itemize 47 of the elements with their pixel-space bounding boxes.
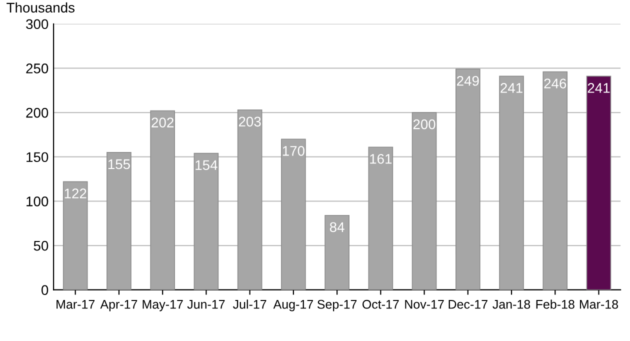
data-label: 161 — [370, 154, 392, 164]
bar — [412, 112, 437, 290]
data-label: 246 — [544, 78, 566, 88]
data-label: 202 — [152, 118, 174, 128]
x-tick-label: Oct-17 — [362, 300, 399, 309]
x-tick-label: Feb-18 — [536, 300, 574, 309]
x-tick-label: Dec-17 — [448, 300, 488, 309]
y-tick-label: 250 — [26, 64, 48, 74]
bar — [281, 138, 306, 290]
x-tick-label: May-17 — [142, 300, 183, 312]
data-label: 241 — [500, 83, 522, 93]
bar — [62, 181, 88, 290]
x-tick-label: Sep-17 — [317, 300, 357, 312]
bar — [237, 109, 262, 290]
x-tick-label: Nov-17 — [405, 300, 444, 309]
x-tick-label: Apr-17 — [100, 300, 138, 312]
data-label: 84 — [330, 222, 344, 232]
y-tick-label: 100 — [26, 196, 48, 206]
data-label: 203 — [238, 116, 261, 127]
bar — [194, 152, 219, 290]
bar — [499, 76, 524, 290]
y-tick-label: 150 — [26, 152, 48, 162]
data-label: 155 — [108, 159, 130, 170]
data-label: 241 — [588, 83, 610, 93]
y-tick-label: 200 — [26, 108, 48, 118]
bar — [324, 214, 350, 290]
y-axis-title: Thousands — [6, 2, 75, 13]
x-tick-label: Jan-18 — [492, 300, 530, 309]
y-tick-label: 50 — [34, 240, 48, 251]
x-tick-label: Mar-17 — [56, 300, 95, 309]
data-label: 154 — [196, 160, 218, 170]
x-tick-label: Mar-18 — [580, 300, 618, 309]
x-tick-label: Jun-17 — [187, 300, 225, 309]
bar — [368, 146, 394, 290]
data-label: 249 — [457, 76, 479, 86]
bar — [106, 152, 132, 290]
x-tick-label: Aug-17 — [273, 300, 313, 312]
bar — [542, 71, 568, 290]
y-tick-label: 0 — [42, 285, 48, 296]
bar — [586, 76, 612, 290]
x-tick-label: Jul-17 — [232, 300, 266, 309]
data-label: 200 — [413, 119, 436, 130]
data-label: 170 — [282, 146, 304, 156]
data-label: 122 — [64, 188, 86, 198]
y-tick-label: 300 — [26, 19, 48, 30]
bar — [150, 110, 176, 290]
bar — [455, 68, 480, 290]
